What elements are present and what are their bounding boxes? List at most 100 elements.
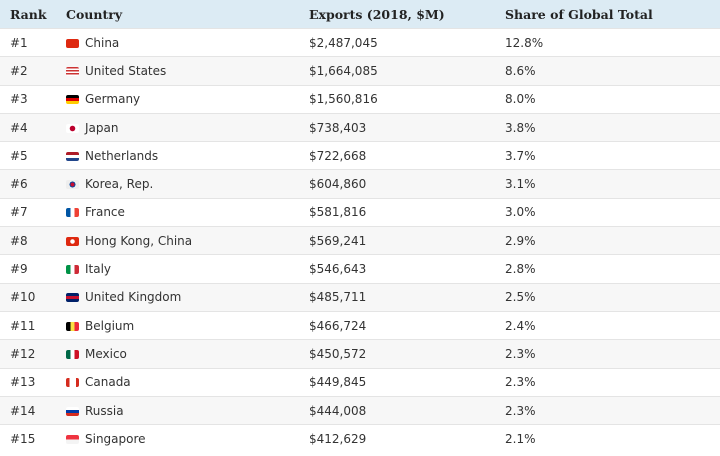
table-row: #6 Korea, Rep. $604,860 3.1% bbox=[0, 169, 720, 199]
table-row: #1 China $2,487,045 12.8% bbox=[0, 27, 720, 57]
rank-cell: #8 bbox=[0, 226, 66, 255]
country-name: Canada bbox=[85, 375, 131, 390]
share-cell: 3.0% bbox=[505, 197, 720, 227]
flag-icon bbox=[66, 434, 79, 444]
exports-cell: $546,643 bbox=[309, 254, 505, 284]
rank-cell: #7 bbox=[0, 197, 66, 227]
share-cell: 2.9% bbox=[505, 226, 720, 255]
flag-icon bbox=[66, 95, 79, 105]
exports-cell: $604,860 bbox=[309, 169, 505, 199]
share-cell: 2.3% bbox=[505, 339, 720, 369]
country-name: Belgium bbox=[85, 318, 135, 333]
exports-cell: $485,711 bbox=[309, 282, 505, 312]
share-cell: 8.0% bbox=[505, 84, 720, 114]
country-cell: Belgium bbox=[66, 310, 309, 340]
flag-icon bbox=[66, 378, 79, 388]
country-name: Germany bbox=[85, 92, 141, 107]
exports-cell: $1,664,085 bbox=[309, 56, 505, 86]
country-cell: Korea, Rep. bbox=[66, 169, 309, 199]
header-share[interactable]: Share of Global Total bbox=[505, 0, 720, 29]
header-rank[interactable]: Rank bbox=[0, 0, 66, 29]
country-cell: United Kingdom bbox=[66, 282, 309, 312]
country-cell: Russia bbox=[66, 395, 309, 425]
table-row: #3 Germany $1,560,816 8.0% bbox=[0, 84, 720, 114]
flag-icon bbox=[66, 293, 79, 303]
exports-cell: $444,008 bbox=[309, 395, 505, 425]
rank-cell: #12 bbox=[0, 339, 66, 369]
flag-icon bbox=[66, 151, 79, 161]
rank-cell: #11 bbox=[0, 310, 66, 340]
table-row: #5 Netherlands $722,668 3.7% bbox=[0, 141, 720, 170]
country-name: Italy bbox=[85, 262, 112, 277]
share-cell: 3.7% bbox=[505, 141, 720, 170]
country-cell: Netherlands bbox=[66, 141, 309, 170]
share-cell: 2.5% bbox=[505, 282, 720, 312]
rank-cell: #14 bbox=[0, 395, 66, 425]
country-name: Japan bbox=[85, 120, 119, 135]
country-name: Korea, Rep. bbox=[85, 177, 154, 192]
country-name: Russia bbox=[85, 403, 124, 418]
table-row: #9 Italy $546,643 2.8% bbox=[0, 254, 720, 284]
share-cell: 2.3% bbox=[505, 367, 720, 397]
country-name: Singapore bbox=[85, 431, 146, 446]
country-name: Mexico bbox=[85, 346, 127, 361]
flag-icon bbox=[66, 236, 79, 246]
country-cell: Singapore bbox=[66, 424, 309, 453]
rank-cell: #5 bbox=[0, 141, 66, 170]
country-cell: Japan bbox=[66, 112, 309, 142]
country-cell: Germany bbox=[66, 84, 309, 114]
country-cell: Italy bbox=[66, 254, 309, 284]
table-row: #4 Japan $738,403 3.8% bbox=[0, 112, 720, 142]
exports-cell: $569,241 bbox=[309, 226, 505, 255]
table-row: #7 France $581,816 3.0% bbox=[0, 197, 720, 227]
rank-cell: #6 bbox=[0, 169, 66, 199]
flag-icon bbox=[66, 265, 79, 275]
header-country[interactable]: Country bbox=[66, 0, 309, 29]
table-row: #11 Belgium $466,724 2.4% bbox=[0, 310, 720, 340]
rank-cell: #4 bbox=[0, 112, 66, 142]
country-cell: Hong Kong, China bbox=[66, 226, 309, 255]
share-cell: 2.8% bbox=[505, 254, 720, 284]
country-name: China bbox=[85, 35, 120, 50]
header-exports[interactable]: Exports (2018, $M) bbox=[309, 0, 505, 29]
share-cell: 2.4% bbox=[505, 310, 720, 340]
exports-cell: $1,560,816 bbox=[309, 84, 505, 114]
exports-cell: $466,724 bbox=[309, 310, 505, 340]
country-cell: United States bbox=[66, 56, 309, 86]
exports-cell: $738,403 bbox=[309, 112, 505, 142]
country-cell: France bbox=[66, 197, 309, 227]
country-name: Hong Kong, China bbox=[85, 233, 193, 248]
header-row: Rank Country Exports (2018, $M) Share of… bbox=[0, 0, 720, 29]
flag-icon bbox=[66, 38, 79, 48]
flag-icon bbox=[66, 321, 79, 331]
share-cell: 12.8% bbox=[505, 27, 720, 57]
country-cell: Canada bbox=[66, 367, 309, 397]
exports-cell: $722,668 bbox=[309, 141, 505, 170]
rank-cell: #2 bbox=[0, 56, 66, 86]
exports-cell: $2,487,045 bbox=[309, 27, 505, 57]
flag-icon bbox=[66, 123, 79, 133]
share-cell: 2.3% bbox=[505, 395, 720, 425]
country-cell: China bbox=[66, 27, 309, 57]
share-cell: 2.1% bbox=[505, 424, 720, 453]
flag-icon bbox=[66, 208, 79, 218]
rank-cell: #15 bbox=[0, 424, 66, 453]
rank-cell: #3 bbox=[0, 84, 66, 114]
table-row: #8 Hong Kong, China $569,241 2.9% bbox=[0, 226, 720, 255]
share-cell: 3.8% bbox=[505, 112, 720, 142]
share-cell: 3.1% bbox=[505, 169, 720, 199]
flag-icon bbox=[66, 349, 79, 359]
exports-cell: $581,816 bbox=[309, 197, 505, 227]
table-row: #14 Russia $444,008 2.3% bbox=[0, 395, 720, 425]
table-row: #2 United States $1,664,085 8.6% bbox=[0, 56, 720, 86]
flag-icon bbox=[66, 406, 79, 416]
flag-icon bbox=[66, 66, 79, 76]
rank-cell: #9 bbox=[0, 254, 66, 284]
table-row: #15 Singapore $412,629 2.1% bbox=[0, 424, 720, 453]
table-row: #13 Canada $449,845 2.3% bbox=[0, 367, 720, 397]
table-row: #10 United Kingdom $485,711 2.5% bbox=[0, 282, 720, 312]
exports-cell: $412,629 bbox=[309, 424, 505, 453]
share-cell: 8.6% bbox=[505, 56, 720, 86]
exports-cell: $450,572 bbox=[309, 339, 505, 369]
rank-cell: #1 bbox=[0, 27, 66, 57]
